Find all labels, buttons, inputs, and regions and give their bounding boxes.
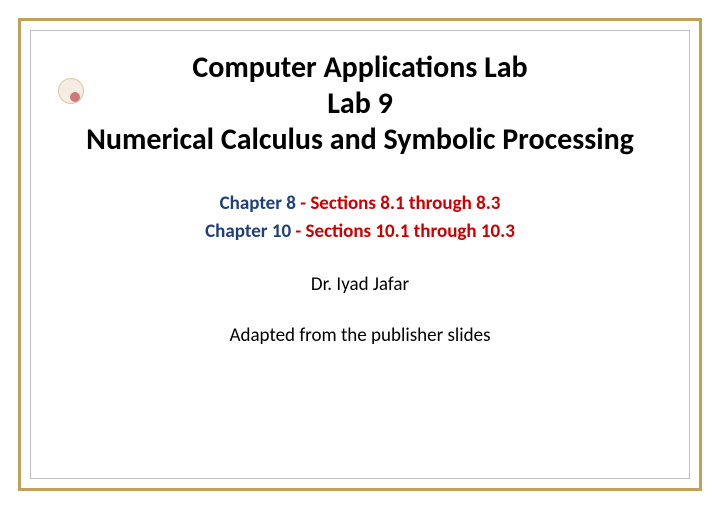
decor-circle-inner xyxy=(70,92,80,102)
slide: Computer Applications Lab Lab 9 Numerica… xyxy=(0,0,720,509)
inner-frame xyxy=(30,30,690,479)
